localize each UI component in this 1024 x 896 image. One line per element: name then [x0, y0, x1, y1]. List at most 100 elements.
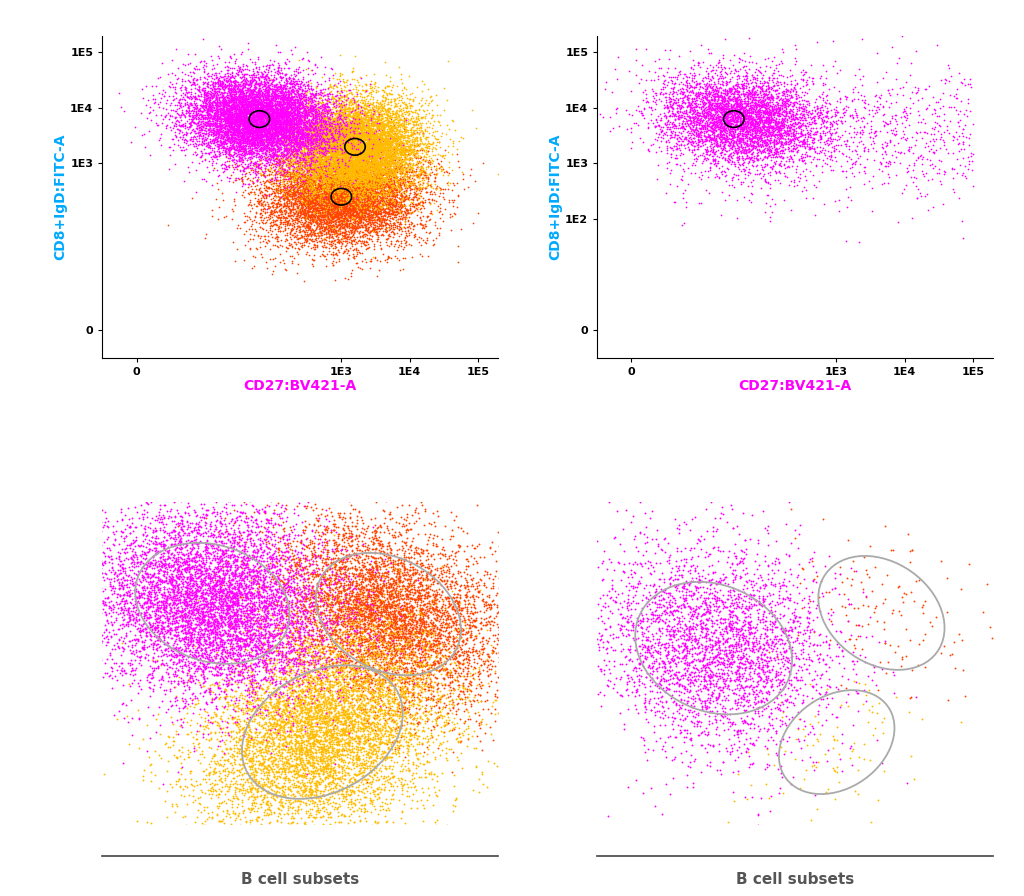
- Point: [239, 694, 255, 708]
- Point: [263, 90, 280, 104]
- Point: [362, 534, 379, 548]
- Point: [336, 196, 352, 211]
- Point: [411, 601, 427, 616]
- Point: [303, 631, 319, 645]
- Point: [366, 135, 382, 150]
- Point: [177, 610, 194, 625]
- Point: [253, 547, 269, 562]
- Point: [459, 606, 475, 620]
- Point: [257, 580, 273, 594]
- Point: [196, 609, 212, 624]
- Point: [321, 157, 337, 171]
- Point: [318, 219, 335, 233]
- Point: [307, 691, 324, 705]
- Point: [293, 545, 309, 559]
- Point: [361, 173, 378, 187]
- Point: [375, 143, 391, 158]
- Point: [430, 659, 446, 674]
- Point: [317, 771, 334, 785]
- Point: [289, 804, 305, 818]
- Point: [281, 202, 297, 216]
- Point: [264, 121, 281, 135]
- Point: [263, 833, 280, 848]
- Point: [319, 695, 336, 710]
- Point: [188, 92, 205, 107]
- Point: [290, 115, 306, 129]
- Point: [262, 97, 279, 111]
- Point: [356, 716, 373, 730]
- Point: [308, 131, 325, 145]
- Point: [349, 126, 366, 141]
- Point: [298, 186, 314, 201]
- Point: [212, 668, 228, 682]
- Point: [336, 140, 352, 154]
- Point: [261, 530, 278, 544]
- Point: [174, 572, 190, 586]
- Point: [332, 855, 348, 869]
- Point: [268, 65, 285, 80]
- Point: [283, 95, 299, 109]
- Point: [157, 538, 173, 552]
- Point: [715, 118, 731, 133]
- Point: [315, 184, 332, 198]
- Point: [701, 130, 718, 144]
- Point: [343, 186, 359, 201]
- Point: [341, 522, 357, 537]
- Point: [381, 188, 397, 202]
- Point: [225, 764, 242, 779]
- Point: [243, 120, 259, 134]
- Point: [228, 549, 245, 564]
- Point: [401, 187, 418, 202]
- Point: [657, 605, 674, 619]
- Point: [674, 621, 690, 635]
- Point: [338, 784, 354, 798]
- Point: [309, 93, 326, 108]
- Point: [185, 99, 202, 114]
- Point: [352, 108, 369, 122]
- Point: [300, 582, 316, 596]
- Point: [282, 563, 298, 577]
- Point: [424, 165, 440, 179]
- Point: [398, 735, 415, 749]
- Point: [276, 88, 293, 102]
- Point: [203, 609, 219, 624]
- Point: [151, 594, 167, 608]
- Point: [365, 134, 381, 148]
- Point: [393, 782, 410, 797]
- Point: [257, 232, 273, 246]
- Point: [201, 113, 217, 127]
- Point: [313, 538, 330, 552]
- Point: [317, 116, 334, 130]
- Point: [257, 645, 273, 659]
- Point: [302, 741, 318, 755]
- Point: [415, 162, 431, 177]
- Point: [365, 139, 381, 153]
- Point: [295, 196, 311, 211]
- Point: [293, 188, 309, 202]
- Point: [672, 104, 688, 118]
- Point: [195, 592, 211, 607]
- Point: [397, 189, 414, 203]
- Point: [349, 729, 366, 744]
- Point: [289, 120, 305, 134]
- Point: [378, 217, 394, 231]
- Point: [779, 700, 796, 714]
- Point: [268, 583, 285, 598]
- Point: [304, 179, 321, 194]
- Point: [341, 141, 357, 155]
- Point: [304, 152, 321, 167]
- Point: [316, 152, 333, 167]
- Point: [255, 133, 271, 147]
- Point: [346, 92, 362, 107]
- Point: [171, 528, 187, 542]
- Point: [371, 588, 387, 602]
- Point: [346, 144, 362, 159]
- Point: [288, 563, 304, 577]
- Point: [327, 175, 343, 189]
- Point: [739, 609, 756, 624]
- Point: [372, 213, 388, 228]
- Point: [227, 567, 244, 582]
- Point: [360, 161, 377, 176]
- Point: [798, 191, 814, 205]
- Point: [261, 120, 278, 134]
